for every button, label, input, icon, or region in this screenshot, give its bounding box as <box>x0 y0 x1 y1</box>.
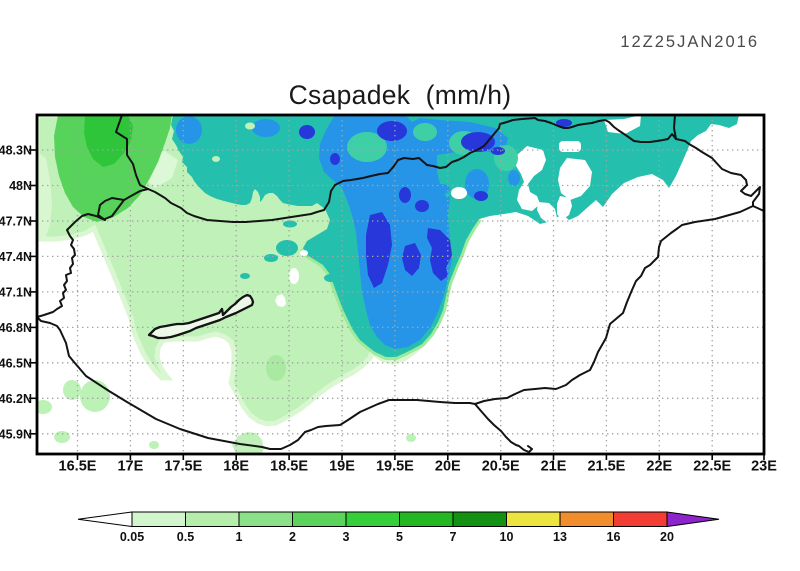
svg-text:16: 16 <box>607 530 621 544</box>
svg-text:12Z25JAN2016: 12Z25JAN2016 <box>620 33 759 51</box>
svg-text:3: 3 <box>343 530 350 544</box>
svg-text:20: 20 <box>660 530 674 544</box>
svg-text:17E: 17E <box>117 459 143 475</box>
svg-text:17.5E: 17.5E <box>164 459 202 475</box>
svg-text:Csapadek (mm/h): Csapadek (mm/h) <box>289 80 512 110</box>
svg-text:7: 7 <box>450 530 457 544</box>
svg-text:19E: 19E <box>329 459 355 475</box>
svg-text:19.5E: 19.5E <box>376 459 414 475</box>
svg-text:18.5E: 18.5E <box>270 459 308 475</box>
svg-text:22E: 22E <box>646 459 672 475</box>
svg-text:46.5N: 46.5N <box>0 356 32 370</box>
svg-text:21E: 21E <box>541 459 567 475</box>
svg-text:0.5: 0.5 <box>177 530 194 544</box>
svg-text:47.7N: 47.7N <box>0 215 32 229</box>
svg-text:23E: 23E <box>751 459 777 475</box>
svg-text:47.4N: 47.4N <box>0 250 32 264</box>
svg-text:46.8N: 46.8N <box>0 321 32 335</box>
svg-text:10: 10 <box>500 530 514 544</box>
svg-text:45.9N: 45.9N <box>0 427 32 441</box>
svg-text:46.2N: 46.2N <box>0 392 32 406</box>
svg-text:0.05: 0.05 <box>120 530 144 544</box>
svg-text:13: 13 <box>553 530 567 544</box>
svg-text:48.3N: 48.3N <box>0 144 32 158</box>
svg-text:21.5E: 21.5E <box>587 459 625 475</box>
svg-text:47.1N: 47.1N <box>0 285 32 299</box>
svg-text:2: 2 <box>289 530 296 544</box>
svg-text:1: 1 <box>236 530 243 544</box>
svg-text:20.5E: 20.5E <box>482 459 520 475</box>
svg-text:5: 5 <box>396 530 403 544</box>
svg-text:48N: 48N <box>9 179 32 193</box>
svg-text:20E: 20E <box>435 459 461 475</box>
svg-text:22.5E: 22.5E <box>693 459 731 475</box>
svg-text:16.5E: 16.5E <box>59 459 97 475</box>
svg-text:18E: 18E <box>223 459 249 475</box>
